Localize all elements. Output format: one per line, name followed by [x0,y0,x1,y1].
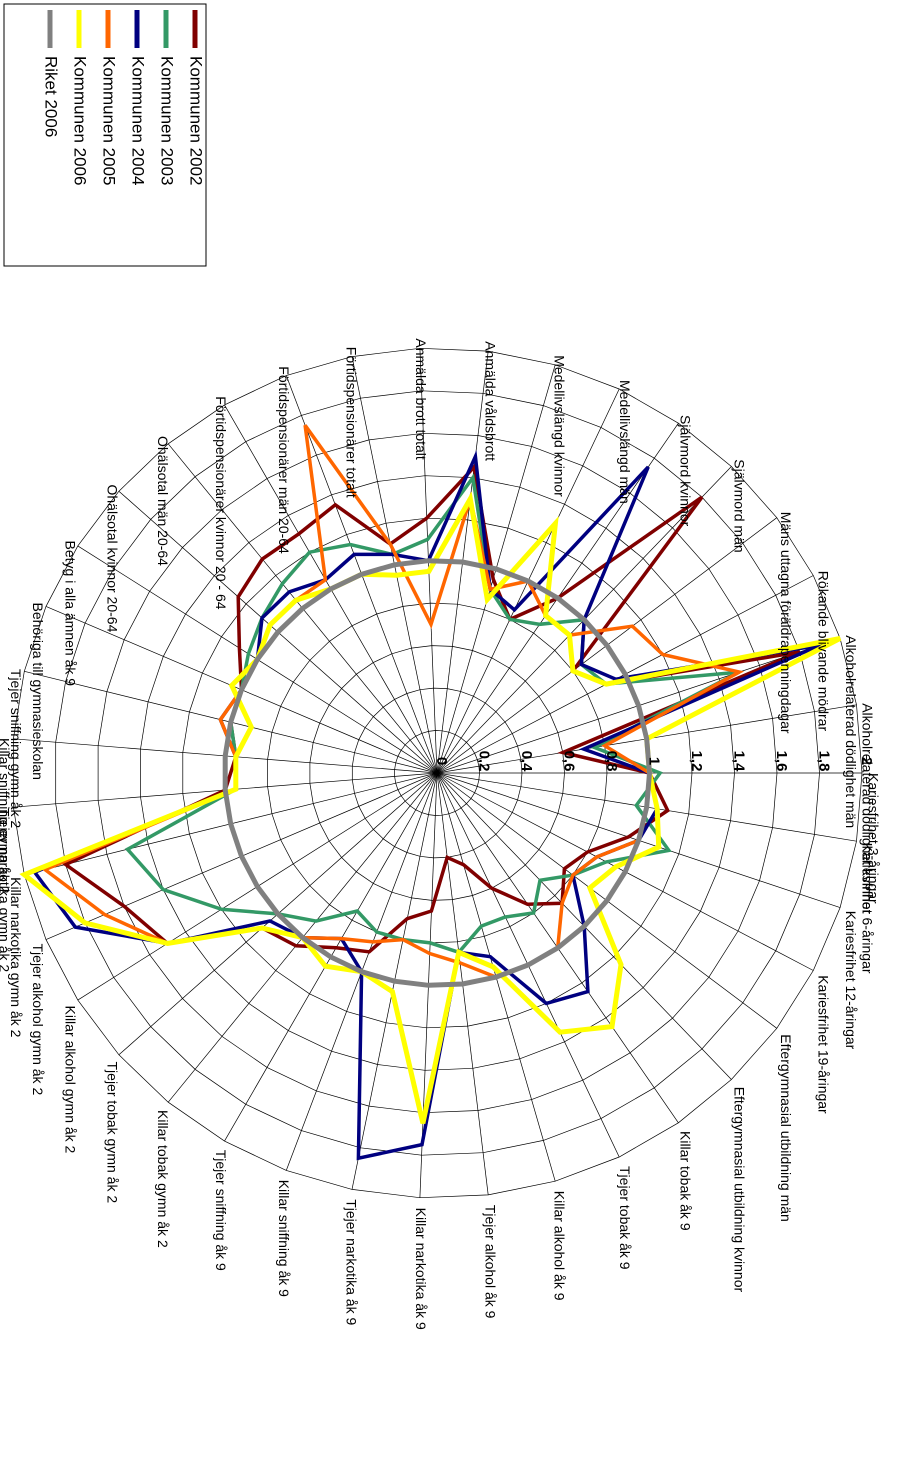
legend-label: Kommunen 2004 [129,56,148,185]
category-label: Killar narkotika gymn åk 2 [8,877,24,1038]
category-label: Förtidspensionärer totalt [343,347,359,498]
category-label: Tjejer alkohol åk 9 [483,1205,499,1319]
category-label: Killar alkohol åk 9 [551,1191,567,1301]
legend-label: Kommunen 2003 [158,56,177,185]
category-label: Betyg i alla ämnen åk 9 [63,541,79,687]
category-label: Medellivslängd kvinnor [551,355,567,497]
category-label: Kariesfrihet 12-åringar [843,911,859,1050]
tick-label: 0 [433,757,450,765]
legend: Kommunen 2002 Kommunen 2003 Kommunen 2004 K… [3,3,207,267]
radial-tick-labels: 0 0,2 0,4 0,6 0,8 1 1,2 1,4 1,6 1,8 2 [433,751,875,773]
grid-ring [55,390,820,1156]
category-label: Tjejer sniffning åk 9 [213,1150,229,1271]
category-label: Alkoholrelaterad dödlighet kvinnor [860,703,876,914]
category-label: Killar sniffning åk 9 [276,1180,292,1297]
grid-ring [267,602,608,944]
tick-label: 1,8 [816,751,833,772]
category-label: Tjejer alkohol gymn åk 2 [30,944,46,1096]
legend-label: Riket 2006 [42,56,61,137]
category-label: Förtidspensionärer män 20-64 [276,366,292,554]
category-label: Kariesfrihet 6-åringar [860,843,876,974]
tick-label: 2 [858,757,875,765]
category-label: Tjejer narkotika åk 9 [343,1199,359,1325]
category-label: Medellivslängd män [617,380,633,504]
category-label: Självmord män [732,459,748,552]
category-label: Killar sniffning gymn åk 2 [0,738,13,894]
legend-label: Kommunen 2002 [187,56,206,185]
grid-ring [309,645,565,901]
category-label: Eftergymnasial utbildning kvinnor [732,1087,748,1293]
category-label: Behöriga till gymnasieskolan [30,603,46,780]
tick-label: 1 [646,757,663,765]
tick-label: 1,2 [688,751,705,772]
series-line-kommunen-2002 [62,463,801,954]
category-label: Alkoholrelaterad dödlighet män [843,635,859,828]
category-label: Killar alkohol gymn åk 2 [63,1006,79,1154]
grid-ring [182,517,693,1029]
category-label: Ohälsotal kvinnor 20-64 [105,485,121,633]
legend-label: Kommunen 2006 [71,56,90,185]
category-label: Killar tobak åk 9 [677,1131,693,1231]
series-line-riket-2006 [222,558,653,988]
tick-label: 1,6 [773,751,790,772]
category-label: Tjejer sniffning gymn åk 2 [8,669,24,828]
tick-label: 0,8 [603,751,620,772]
category-label: Rökande blivande mödrar [815,571,831,732]
category-label: Förtidspensionärer kvinnor 20 - 64 [213,396,229,609]
category-label: Killar narkotika åk 9 [413,1208,429,1330]
category-label: Kariesfrihet 3-åringar [865,773,881,904]
category-label: Tjejer tobak gymn åk 2 [105,1062,121,1204]
grid-ring [13,347,863,1199]
grid-ring [97,432,778,1114]
grid-ring [351,687,523,859]
category-label: Kariesfrihet 19-åringar [815,975,831,1114]
grid-ring [394,730,480,816]
category-label: Självmord kvinnor [677,415,693,527]
category-label: Ohälsotal män 20-64 [155,436,171,566]
tick-label: 1,4 [731,751,748,773]
tick-label: 0,2 [476,751,493,772]
category-label: Anmälda brott totalt [413,338,429,460]
legend-label: Kommunen 2005 [100,56,119,185]
tick-label: 0,4 [518,751,535,773]
series-line-kommunen-2006 [19,491,842,1124]
category-label: Eftergymnasial utbildning män [778,1034,794,1222]
category-label: Tjejer tobak åk 9 [617,1166,633,1270]
category-label: Tjejer narkotika gymn åk 2 [0,808,13,972]
radar-series [19,424,842,1161]
category-label: Mäns uttagna föräldrapenningdagar [778,512,794,734]
legend-box [3,3,207,267]
category-label: Killar tobak gymn åk 2 [155,1110,171,1248]
tick-label: 0,6 [561,751,578,772]
category-label: Anmälda våldsbrott [483,341,499,461]
